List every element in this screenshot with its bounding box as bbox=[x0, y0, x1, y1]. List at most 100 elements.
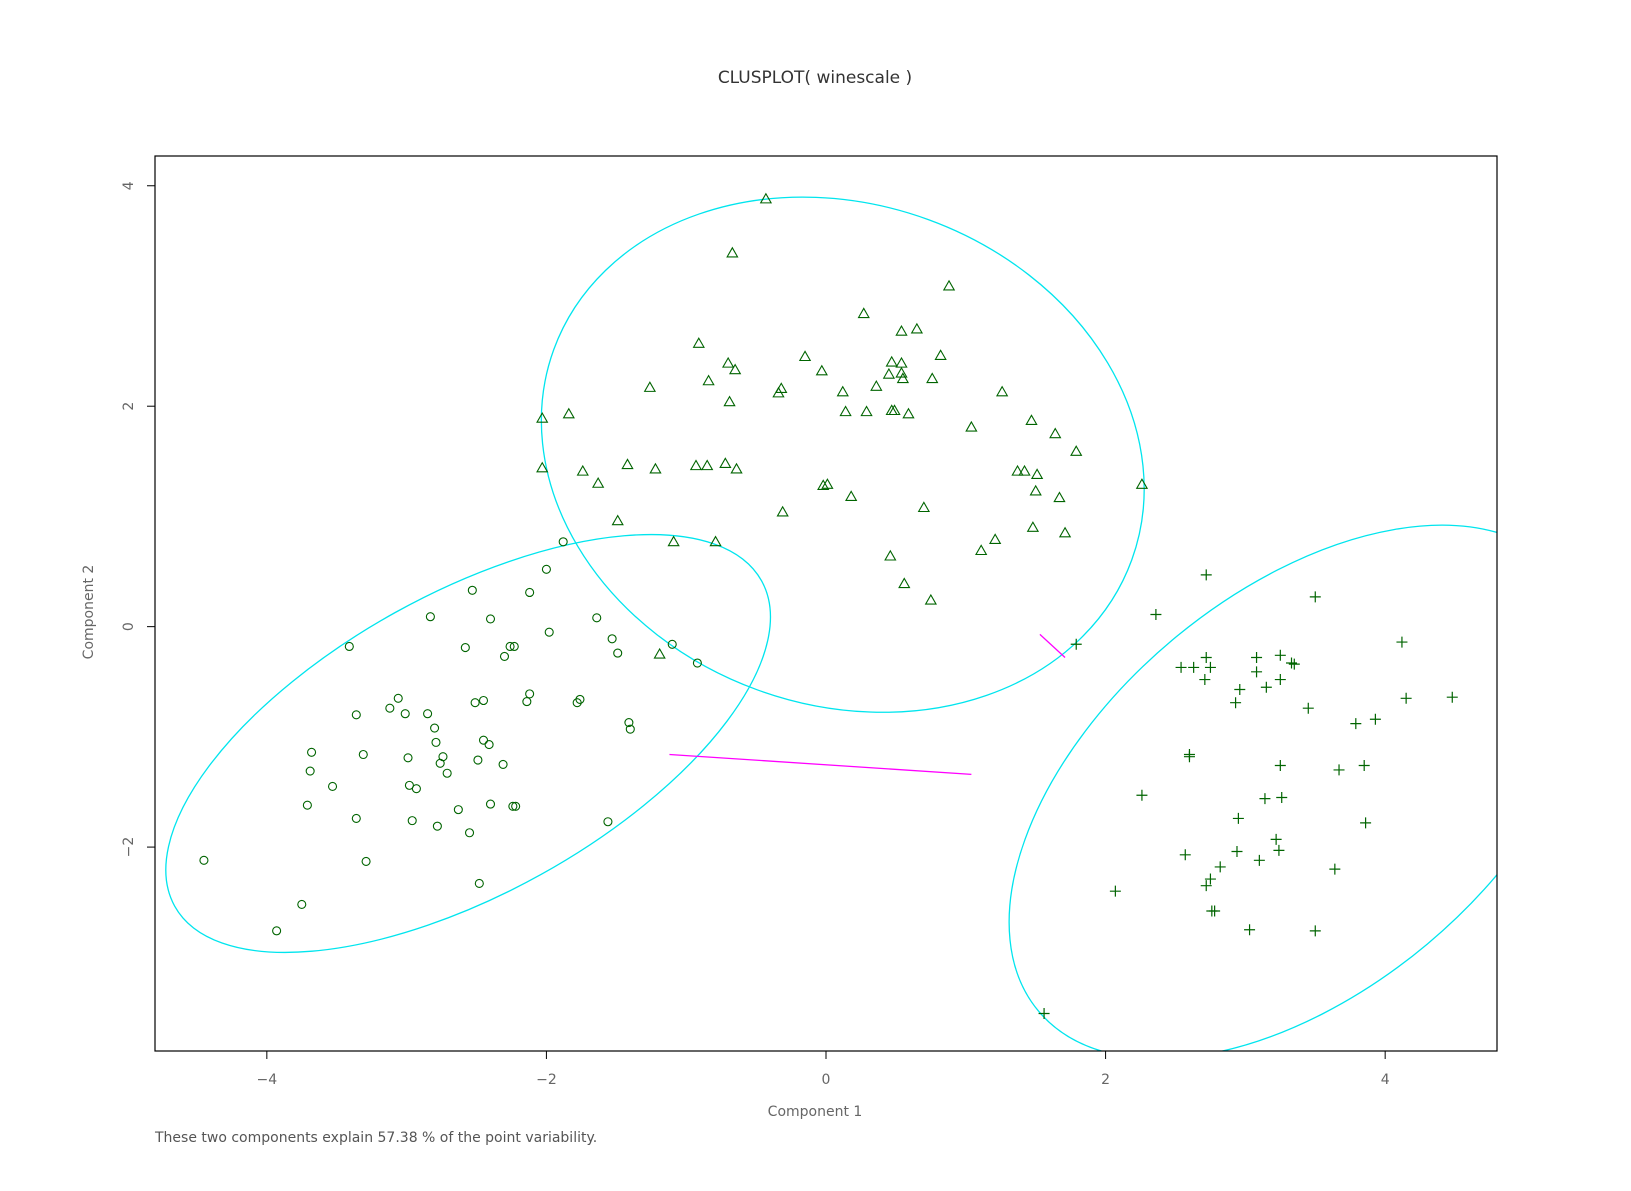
cluster-3-point bbox=[1231, 845, 1243, 857]
cluster-1-point bbox=[478, 695, 489, 706]
cluster-2-point bbox=[1070, 445, 1083, 456]
cluster-1-point bbox=[351, 710, 361, 720]
cluster-2-point bbox=[1029, 484, 1042, 496]
cluster-3-point bbox=[1329, 863, 1341, 875]
cluster-1-point bbox=[403, 753, 413, 763]
cluster-3-point bbox=[1276, 791, 1288, 803]
cluster-1-point bbox=[558, 537, 568, 547]
x-axis-label: Component 1 bbox=[768, 1104, 863, 1120]
cluster-1-point bbox=[613, 648, 623, 658]
cluster-1-ellipse bbox=[165, 533, 772, 954]
cluster-3-point bbox=[1358, 760, 1370, 772]
variability-note: These two components explain 57.38 % of … bbox=[154, 1130, 597, 1146]
cluster-3-point bbox=[1251, 666, 1263, 678]
cluster-2-point bbox=[772, 386, 785, 398]
cluster-1-point bbox=[432, 821, 442, 831]
cluster-2-point bbox=[917, 501, 931, 513]
cluster-2-point bbox=[924, 593, 937, 605]
y-tick-label: 0 bbox=[121, 622, 137, 631]
cluster-2-point bbox=[817, 479, 830, 491]
cluster-3-point bbox=[1333, 764, 1345, 776]
cluster-2-point bbox=[621, 458, 634, 470]
chart-title: CLUSPLOT( winescale ) bbox=[718, 68, 912, 88]
cluster-1-point bbox=[485, 799, 496, 809]
cluster-2-point bbox=[884, 549, 897, 561]
cluster-2-point bbox=[1053, 491, 1066, 503]
cluster-3-point bbox=[1286, 657, 1298, 669]
cluster-1-point bbox=[572, 698, 582, 708]
cluster-2-point bbox=[836, 385, 849, 397]
cluster-1-point bbox=[442, 768, 452, 778]
cluster-1-point bbox=[407, 816, 417, 826]
cluster-3-point bbox=[1199, 674, 1211, 686]
cluster-1-point bbox=[302, 800, 312, 810]
cluster-2-point bbox=[965, 420, 978, 432]
cluster-3-point bbox=[1175, 661, 1187, 673]
cluster-ellipses bbox=[165, 196, 1497, 1051]
cluster-2-point bbox=[902, 407, 915, 419]
cluster-2-point bbox=[926, 372, 939, 384]
x-tick-label: 4 bbox=[1381, 1072, 1390, 1088]
cluster-3-point bbox=[1369, 713, 1381, 725]
y-axis-ticks: −2 0 2 4 bbox=[121, 181, 155, 857]
cluster-2-point bbox=[643, 381, 657, 392]
cluster-1-point bbox=[393, 693, 403, 703]
cluster-2-point bbox=[728, 363, 742, 375]
cluster-2-ellipse bbox=[540, 196, 1145, 713]
cluster-1-point bbox=[667, 639, 677, 649]
cluster-2-point bbox=[1025, 414, 1038, 425]
cluster-2-point bbox=[910, 322, 924, 334]
cluster-2-point bbox=[689, 459, 703, 471]
cluster-3-point bbox=[1150, 609, 1162, 621]
y-tick-label: 4 bbox=[121, 181, 137, 190]
cluster-3-point bbox=[1136, 789, 1148, 801]
cluster-1-point bbox=[525, 689, 535, 699]
cluster-2-point bbox=[611, 514, 624, 526]
cluster-3-point bbox=[1274, 674, 1286, 686]
cluster-3-point bbox=[1200, 652, 1212, 664]
cluster-1-point bbox=[509, 641, 519, 652]
cluster-3-point bbox=[1200, 569, 1212, 581]
cluster-2-point bbox=[1030, 468, 1044, 479]
cluster-2-point bbox=[562, 407, 575, 419]
cluster-1-point bbox=[525, 587, 535, 598]
cluster-3-point bbox=[1309, 925, 1321, 937]
cluster-3-point bbox=[1360, 817, 1372, 829]
cluster-1-point bbox=[592, 613, 602, 623]
cluster-3-point bbox=[1244, 924, 1256, 936]
cluster-2-point bbox=[1049, 427, 1062, 439]
cluster-2-point bbox=[942, 279, 956, 291]
cluster-2-point bbox=[730, 462, 743, 474]
cluster-1-point bbox=[498, 759, 508, 769]
cluster-1-point bbox=[522, 697, 532, 707]
cluster-3-point bbox=[1204, 661, 1216, 673]
cluster-3-point bbox=[1396, 636, 1408, 648]
cluster-3-point bbox=[1251, 652, 1263, 664]
cluster-2-point bbox=[1135, 478, 1149, 489]
cluster-1-point bbox=[485, 614, 496, 624]
cluster-3-point bbox=[1400, 692, 1412, 704]
cluster-2-point bbox=[895, 324, 908, 336]
cluster-3-point bbox=[1253, 854, 1265, 866]
cluster-3-point bbox=[1273, 844, 1285, 856]
x-tick-label: −2 bbox=[536, 1072, 557, 1088]
cluster-1-point bbox=[624, 717, 634, 728]
cluster-2-point bbox=[895, 366, 908, 378]
cluster-2-point bbox=[776, 505, 789, 517]
cluster-3-point bbox=[1209, 905, 1221, 917]
cluster-3-point bbox=[1234, 683, 1246, 695]
cluster-3-point bbox=[1232, 812, 1244, 824]
cluster-2-point bbox=[870, 380, 883, 391]
cluster-2-point bbox=[1018, 464, 1031, 476]
cluster-3-point bbox=[1309, 591, 1321, 603]
cluster-1-point bbox=[508, 801, 518, 811]
cluster-connectors bbox=[669, 633, 1066, 775]
x-tick-label: 2 bbox=[1101, 1072, 1110, 1088]
cluster-3-point bbox=[1270, 833, 1282, 845]
cluster-1-point bbox=[478, 735, 489, 745]
cluster-2-point bbox=[709, 535, 722, 547]
cluster-1-point bbox=[411, 784, 421, 794]
cluster-3-point bbox=[1274, 649, 1286, 661]
cluster-2-point bbox=[995, 385, 1009, 397]
cluster-2-point bbox=[857, 307, 870, 319]
